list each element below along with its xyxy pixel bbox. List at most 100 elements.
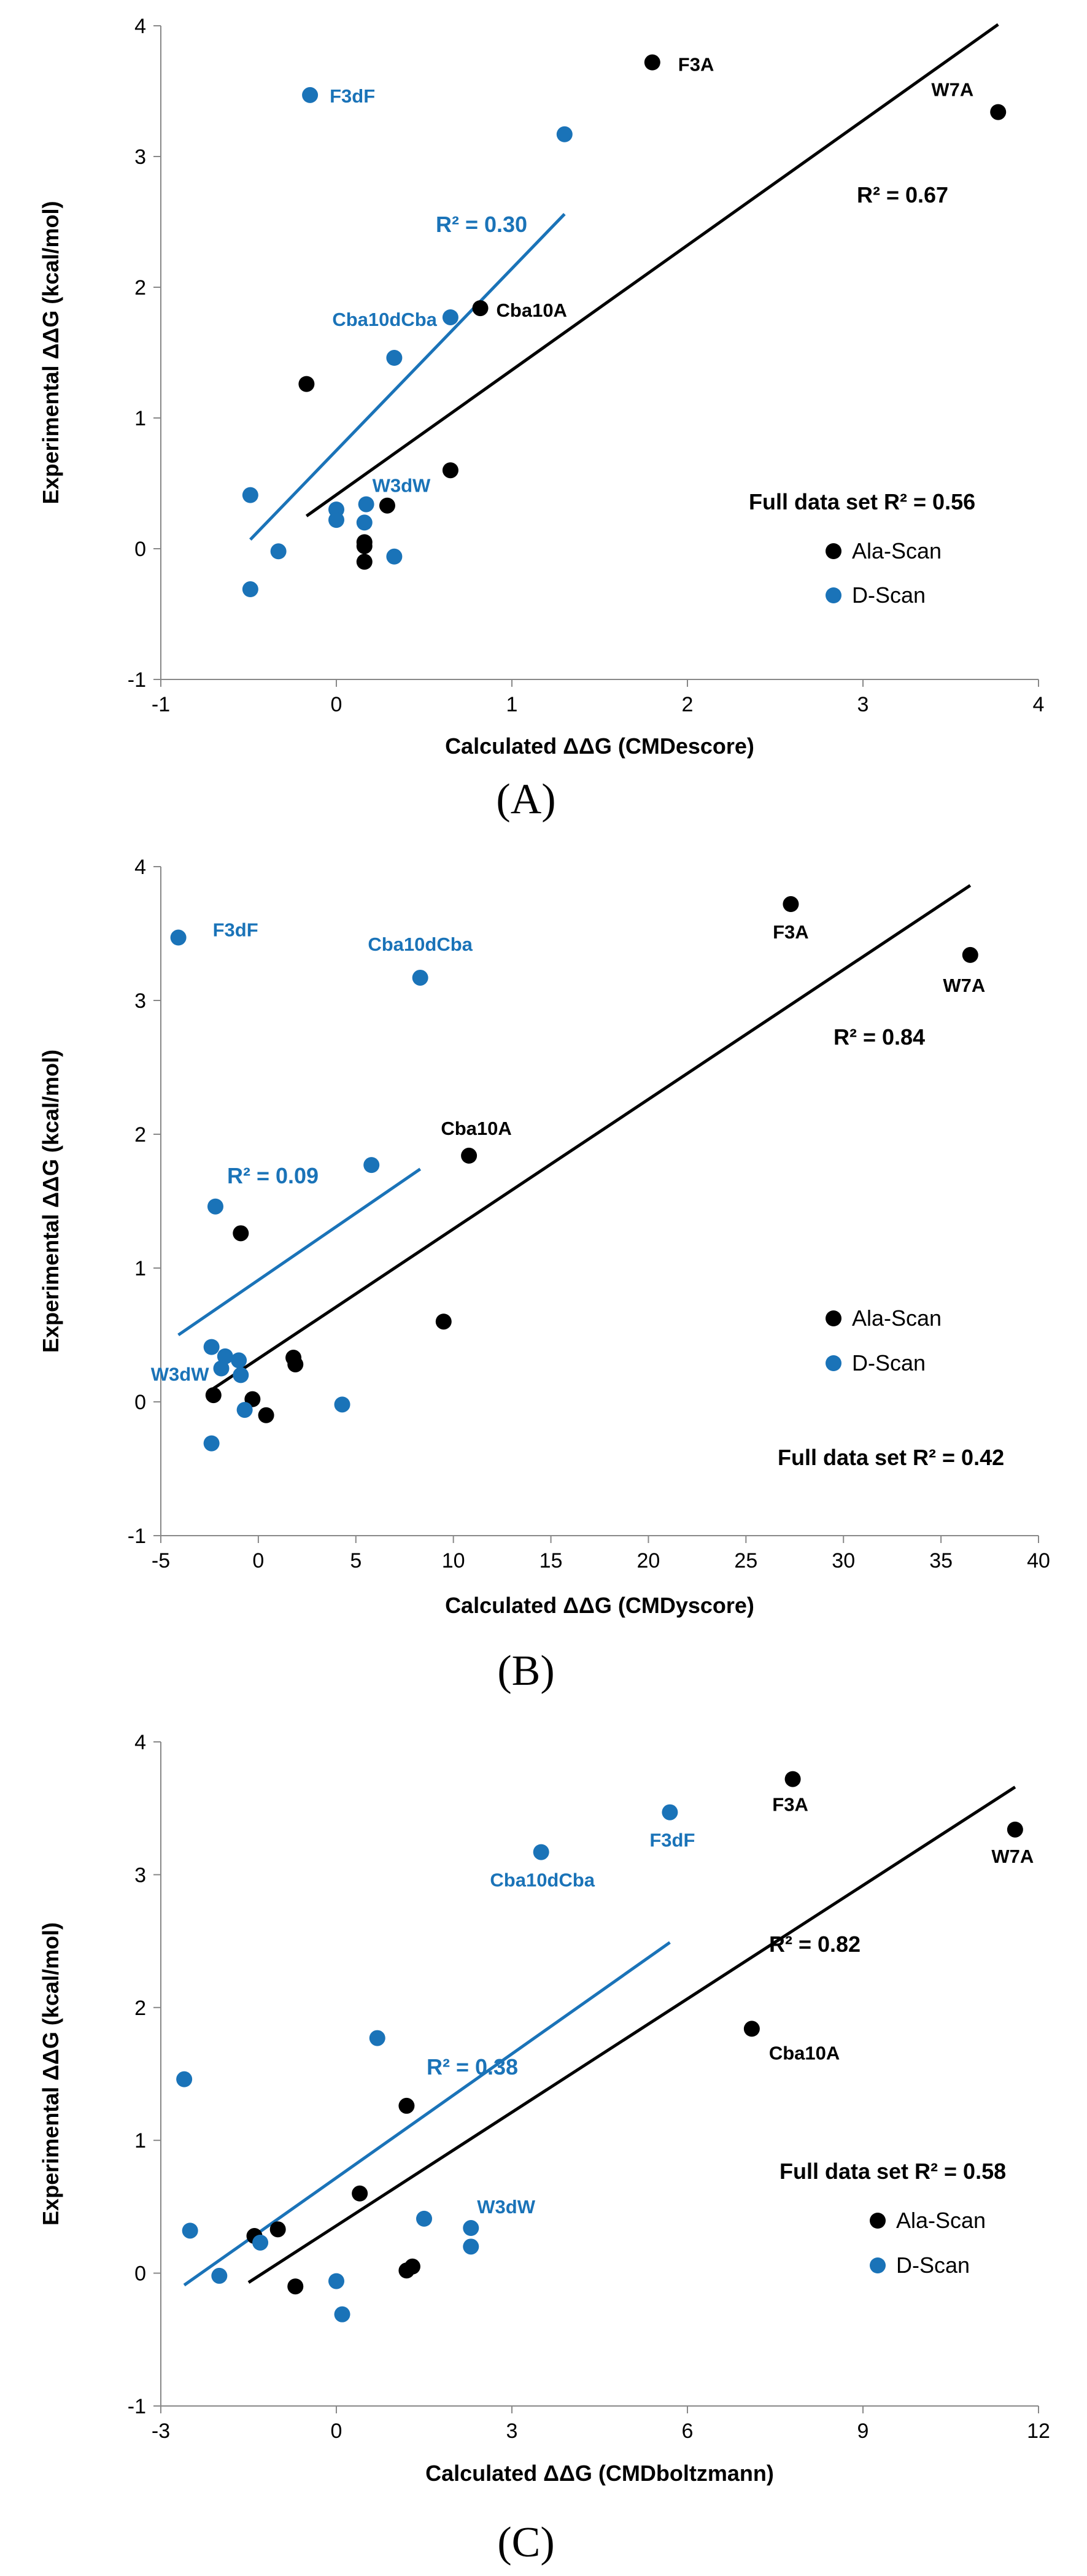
x-tick-label: 0 — [252, 1549, 264, 1572]
point-annotation: F3dF — [213, 919, 258, 941]
data-point-d — [463, 2220, 479, 2237]
point-annotation: F3dF — [330, 85, 375, 107]
data-point-d — [236, 1402, 253, 1418]
data-point-d — [242, 487, 258, 503]
data-point-d — [211, 2267, 228, 2284]
trend-line-d — [183, 1941, 671, 2287]
r2-label-d: R² = 0.30 — [436, 212, 527, 237]
x-tick-label: 0 — [331, 2419, 342, 2443]
data-point-d — [334, 1396, 350, 1413]
x-tick-label: 30 — [832, 1549, 855, 1572]
legend-label-ala: Ala-Scan — [852, 538, 942, 563]
data-point-ala — [398, 2262, 415, 2279]
data-point-ala — [1007, 1821, 1023, 1838]
data-point-d — [386, 548, 403, 565]
x-tick-label: 1 — [506, 693, 518, 716]
data-point-d — [334, 2306, 350, 2323]
point-annotation: Cba10A — [769, 2042, 840, 2064]
data-point-ala — [205, 1387, 222, 1404]
data-point-ala — [783, 896, 799, 913]
trend-line-ala — [305, 23, 999, 517]
x-tick-label: 5 — [350, 1549, 362, 1572]
data-point-ala — [258, 1407, 274, 1423]
chart-panel-1: -1 0 1 2 3 4 -5 0 5 10 15 20 25 30 35 40 Calculated ΔΔG … — [38, 856, 1050, 1695]
point-annotation: Cba10dCba — [332, 309, 437, 330]
data-point-d — [662, 1804, 678, 1820]
x-tick-label: 3 — [857, 693, 869, 716]
x-tick-label: 2 — [682, 693, 694, 716]
y-tick-label: 4 — [134, 856, 146, 879]
legend-marker-ala — [870, 2213, 886, 2229]
data-point-ala — [398, 2097, 415, 2114]
data-point-ala — [356, 554, 373, 570]
legend-label-ala: Ala-Scan — [896, 2208, 986, 2233]
data-point-ala — [472, 300, 489, 317]
legend-label-d: D-Scan — [852, 582, 926, 608]
point-annotation: Cba10A — [497, 300, 567, 321]
x-tick-label: 25 — [734, 1549, 757, 1572]
data-point-d — [182, 2222, 198, 2239]
data-point-ala — [298, 376, 315, 392]
y-tick-label: 2 — [134, 1997, 146, 2020]
y-tick-label: -1 — [128, 2395, 146, 2418]
y-tick-label: 1 — [134, 1257, 146, 1280]
point-annotation: F3A — [773, 921, 809, 943]
data-point-d — [231, 1352, 247, 1369]
data-point-ala — [962, 946, 978, 963]
data-point-d — [463, 2238, 479, 2255]
data-point-d — [386, 350, 403, 366]
legend-marker-d — [826, 587, 841, 603]
x-tick-label: 15 — [540, 1549, 563, 1572]
data-point-ala — [784, 1771, 801, 1787]
data-point-d — [302, 87, 319, 103]
x-tick-label: 12 — [1027, 2419, 1050, 2443]
data-point-d — [533, 1844, 549, 1860]
x-tick-label: -1 — [152, 693, 170, 716]
x-tick-label: -3 — [152, 2419, 170, 2443]
x-axis-label: Calculated ΔΔG (CMDyscore) — [445, 1593, 754, 1618]
trend-line-ala — [212, 884, 972, 1390]
y-tick-label: 3 — [134, 145, 146, 169]
point-annotation: W3dW — [477, 2196, 535, 2218]
data-point-ala — [743, 2021, 760, 2037]
y-tick-label: 0 — [134, 2262, 146, 2286]
y-tick-label: -1 — [128, 668, 146, 692]
data-point-d — [252, 2234, 269, 2251]
x-tick-label: 0 — [331, 693, 342, 716]
full-data-set-label: Full data set R² = 0.58 — [779, 2159, 1006, 2184]
panel-label: (B) — [497, 1647, 554, 1695]
data-point-d — [442, 309, 458, 325]
y-tick-label: 0 — [134, 538, 146, 561]
point-annotation: Cba10A — [441, 1118, 511, 1139]
data-point-d — [363, 1157, 380, 1174]
data-point-d — [176, 2071, 193, 2087]
y-axis-label: Experimental ΔΔG (kcal/mol) — [38, 201, 63, 505]
data-point-d — [213, 1360, 230, 1377]
data-point-d — [369, 2030, 385, 2046]
data-point-d — [270, 543, 287, 560]
x-axis-label: Calculated ΔΔG (CMDboltzmann) — [425, 2461, 774, 2486]
legend-marker-ala — [826, 1310, 841, 1326]
x-tick-label: 40 — [1027, 1549, 1050, 1572]
y-tick-label: 2 — [134, 276, 146, 300]
data-point-ala — [435, 1313, 452, 1330]
r2-label-ala: R² = 0.67 — [857, 182, 948, 207]
data-point-ala — [461, 1147, 478, 1164]
panel-label: (C) — [497, 2519, 554, 2566]
x-tick-label: 3 — [506, 2419, 518, 2443]
x-tick-label: 9 — [857, 2419, 869, 2443]
trend-line-d — [249, 212, 566, 541]
legend-label-d: D-Scan — [852, 1350, 926, 1375]
data-point-d — [356, 514, 373, 531]
data-point-d — [556, 126, 573, 142]
y-tick-label: 1 — [134, 407, 146, 430]
y-axis-label: Experimental ΔΔG (kcal/mol) — [38, 1922, 63, 2226]
x-tick-label: 20 — [637, 1549, 660, 1572]
r2-label-d: R² = 0.38 — [427, 2054, 518, 2079]
data-point-d — [233, 1367, 249, 1383]
y-axis-label: Experimental ΔΔG (kcal/mol) — [38, 1050, 63, 1353]
point-annotation: W7A — [943, 975, 985, 996]
x-axis-label: Calculated ΔΔG (CMDescore) — [445, 733, 754, 759]
legend-marker-d — [826, 1355, 841, 1371]
